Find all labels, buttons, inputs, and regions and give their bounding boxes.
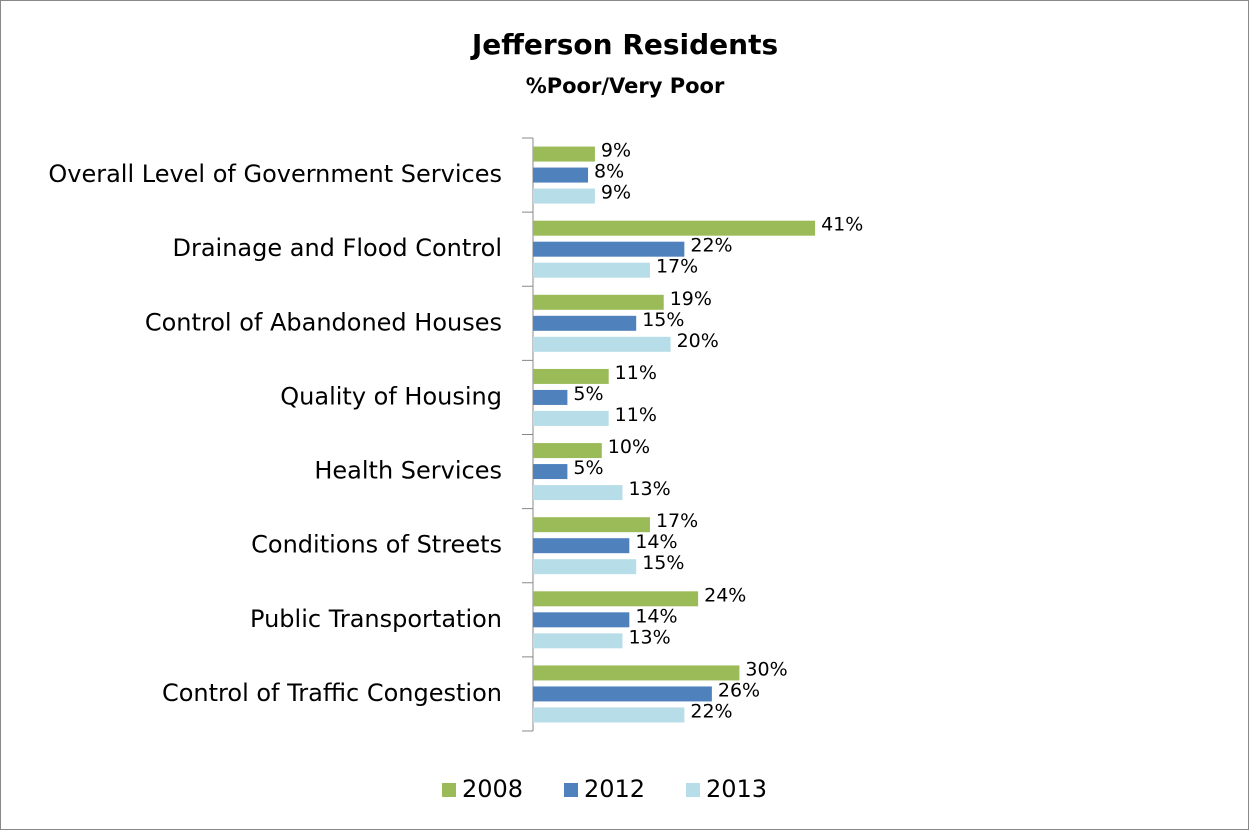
data-label: 14% [635, 605, 677, 627]
data-label: 13% [628, 626, 670, 648]
data-label: 24% [704, 584, 746, 606]
data-label: 15% [642, 309, 684, 331]
bar [533, 167, 589, 183]
bar [533, 707, 685, 723]
category-label: Quality of Housing [280, 382, 502, 410]
data-label: 8% [594, 161, 624, 183]
data-label: 30% [745, 658, 787, 680]
bar [533, 410, 609, 426]
legend-label: 2008 [462, 775, 523, 803]
data-label: 5% [573, 457, 603, 479]
bar [533, 538, 630, 554]
data-label: 17% [656, 256, 698, 278]
data-label: 22% [690, 235, 732, 257]
data-label: 17% [656, 510, 698, 532]
category-label: Control of Traffic Congestion [162, 679, 502, 707]
bar [533, 485, 623, 501]
chart-subtitle: %Poor/Very Poor [526, 74, 725, 98]
category-label: Conditions of Streets [251, 531, 502, 559]
category-label: Drainage and Flood Control [172, 234, 502, 262]
bar [533, 633, 623, 649]
data-label: 20% [677, 330, 719, 352]
legend-swatch [686, 783, 700, 797]
bar [533, 443, 602, 459]
bar [533, 368, 609, 384]
legend-swatch [564, 783, 578, 797]
data-label: 15% [642, 552, 684, 574]
bar [533, 241, 685, 257]
bar [533, 336, 671, 352]
bar [533, 559, 637, 575]
bar [533, 686, 712, 702]
data-label: 9% [601, 140, 631, 162]
data-label: 22% [690, 700, 732, 722]
data-label: 11% [615, 404, 657, 426]
chart-title: Jefferson Residents [470, 28, 778, 61]
data-label: 10% [608, 436, 650, 458]
data-label: 9% [601, 182, 631, 204]
data-label: 19% [670, 288, 712, 310]
data-label: 13% [628, 478, 670, 500]
bar [533, 294, 664, 310]
bar [533, 315, 637, 331]
data-label: 11% [615, 362, 657, 384]
data-label: 5% [573, 383, 603, 405]
legend-label: 2012 [584, 775, 645, 803]
bar [533, 591, 699, 607]
category-label: Public Transportation [250, 605, 502, 633]
data-label: 14% [635, 531, 677, 553]
data-label: 41% [821, 214, 863, 236]
bar [533, 262, 650, 278]
bar [533, 188, 595, 204]
data-label: 26% [718, 679, 760, 701]
legend-label: 2013 [706, 775, 767, 803]
bar [533, 517, 650, 533]
category-label: Health Services [314, 457, 502, 485]
category-label: Overall Level of Government Services [48, 160, 502, 188]
bar [533, 665, 740, 681]
category-label: Control of Abandoned Houses [145, 308, 502, 336]
bar [533, 220, 816, 236]
legend-swatch [442, 783, 456, 797]
bar [533, 389, 568, 405]
bar [533, 612, 630, 628]
bar [533, 146, 595, 162]
bar [533, 464, 568, 480]
